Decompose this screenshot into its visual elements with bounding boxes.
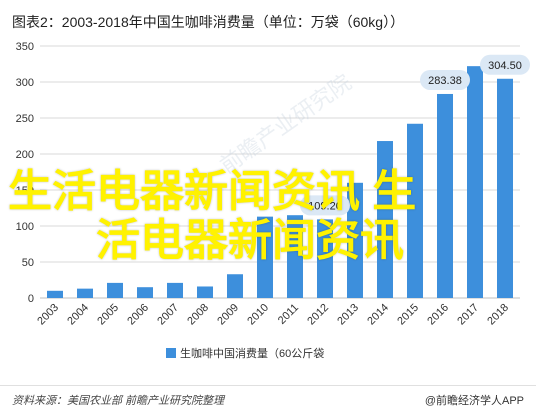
- bar-2010: [257, 216, 273, 298]
- x-tick-label: 2009: [215, 302, 241, 328]
- y-tick-label: 0: [28, 293, 34, 305]
- y-tick-label: 250: [16, 113, 34, 125]
- bar-2005: [107, 282, 123, 298]
- bar-2003: [47, 290, 63, 298]
- x-tick-label: 2011: [276, 302, 301, 327]
- bar-2006: [137, 287, 153, 298]
- x-tick-label: 2015: [395, 302, 421, 328]
- x-axis-ticks: 2003 2004 2005 2006 2007 2008 2009 2010 2011 2012…: [35, 302, 511, 328]
- brand-credit: @前瞻经济学人APP: [424, 395, 524, 407]
- x-tick-label: 2005: [95, 302, 121, 328]
- data-label: 304.50: [488, 60, 522, 72]
- y-tick-label: 100: [16, 221, 34, 233]
- x-tick-label: 2016: [425, 302, 451, 328]
- x-tick-label: 2007: [155, 302, 181, 328]
- watermark: 前瞻产业研究院: [215, 69, 356, 178]
- overlay-text-line-2: 活电器新闻资讯: [96, 216, 404, 265]
- x-tick-label: 2010: [245, 302, 271, 328]
- footer: 资料来源：美国农业部 前瞻产业研究院整理 @前瞻经济学人APP: [0, 385, 536, 416]
- bar-2016: [437, 93, 453, 298]
- bar-2018: [497, 78, 513, 298]
- data-label-bg: [480, 54, 530, 75]
- bar-2017: [467, 66, 483, 298]
- x-tick-label: 2008: [185, 302, 211, 328]
- legend: 生咖啡中国消费量（60公斤袋: [166, 346, 324, 360]
- y-tick-label: 150: [16, 185, 34, 197]
- source-note: 资料来源：美国农业部 前瞻产业研究院整理: [12, 395, 225, 407]
- legend-swatch: [166, 348, 176, 358]
- x-tick-label: 2004: [65, 302, 91, 328]
- y-tick-label: 50: [22, 257, 34, 269]
- overlay-text-line-1: 生活电器新闻资讯 生: [8, 167, 417, 216]
- bar-2012: [317, 219, 333, 298]
- y-tick-label: 350: [16, 41, 34, 53]
- chart-title: 图表2：2003-2018年中国生咖啡消费量（单位：万袋（60kg））: [12, 14, 405, 30]
- bar-2013: [347, 182, 363, 298]
- x-tick-label: 2013: [335, 302, 361, 328]
- bar-2004: [77, 288, 93, 298]
- x-tick-label: 2014: [365, 302, 391, 328]
- y-tick-label: 300: [16, 77, 34, 89]
- data-label-bg: [420, 69, 470, 90]
- x-tick-label: 2012: [305, 302, 331, 328]
- data-label: 283.38: [428, 75, 462, 87]
- x-tick-label: 2003: [35, 302, 61, 328]
- data-label: 109.20: [308, 200, 342, 212]
- bar-2014: [377, 141, 393, 298]
- x-tick-label: 2017: [455, 302, 481, 328]
- bar-2011: [287, 215, 303, 298]
- bar-2009: [227, 274, 243, 298]
- bar-2008: [197, 286, 213, 298]
- y-tick-label: 200: [16, 149, 34, 161]
- bar-2007: [167, 282, 183, 298]
- bars: [47, 66, 513, 298]
- bar-2015: [407, 123, 423, 298]
- y-axis-ticks: 0 50 100 150 200 250 300 350: [16, 41, 34, 305]
- data-label-bg: [300, 195, 350, 216]
- x-tick-label: 2018: [485, 302, 511, 328]
- x-tick-label: 2006: [125, 302, 151, 328]
- legend-label: 生咖啡中国消费量（60公斤袋: [180, 346, 324, 360]
